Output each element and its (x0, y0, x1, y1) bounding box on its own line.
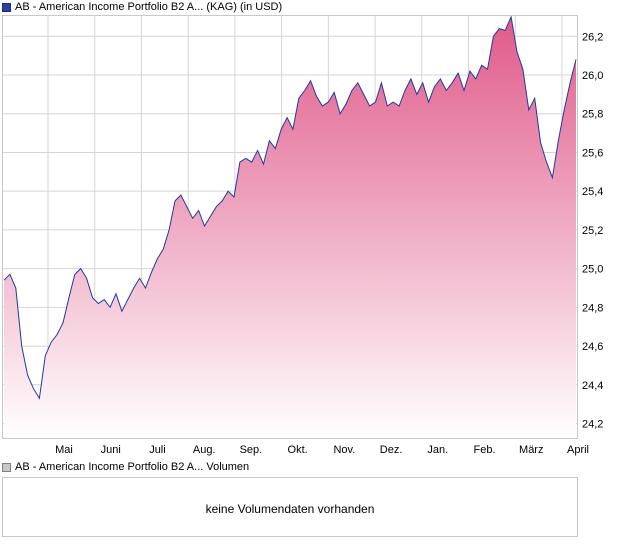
volume-panel: keine Volumendaten vorhanden (2, 477, 578, 537)
x-tick-label: Juli (149, 444, 166, 456)
price-line (3, 15, 577, 400)
x-tick-label: Jan. (427, 444, 448, 456)
price-chart: 24,2 24,4 24,6 24,8 25,0 25,2 25,4 25,6 25,8 26,0… (2, 15, 603, 456)
y-tick-label: 25,8 (582, 109, 603, 121)
price-legend: AB - American Income Portfolio B2 A... (… (2, 0, 282, 14)
plot-frame (2, 15, 578, 439)
y-tick-label: 24,2 (582, 419, 603, 431)
x-tick-label: Juni (101, 444, 121, 456)
y-tick-label: 24,8 (582, 302, 603, 314)
y-tick-label: 24,4 (582, 380, 603, 392)
x-tick-label: Mai (55, 444, 73, 456)
x-tick-label: Feb. (474, 444, 496, 456)
y-tick-label: 26,2 (582, 31, 603, 43)
y-tick-label: 25,4 (582, 186, 603, 198)
y-tick-label: 25,0 (582, 264, 603, 276)
price-legend-label: AB - American Income Portfolio B2 A... (… (15, 1, 283, 13)
x-tick-label: Aug. (193, 444, 216, 456)
y-tick-label: 25,2 (582, 225, 603, 237)
y-tick-label: 24,6 (582, 341, 603, 353)
y-tick-label: 26,0 (582, 70, 603, 82)
volume-legend: AB - American Income Portfolio B2 A... V… (2, 460, 249, 474)
x-tick-label: Nov. (333, 444, 355, 456)
x-tick-label: März (519, 444, 543, 456)
x-tick-label: April (567, 444, 589, 456)
price-series-swatch (2, 2, 11, 12)
x-tick-label: Sep. (240, 444, 263, 456)
volume-legend-label: AB - American Income Portfolio B2 A... V… (15, 461, 250, 473)
volume-empty-message: keine Volumendaten vorhanden (205, 502, 375, 516)
y-tick-label: 25,6 (582, 147, 603, 159)
price-area-fill (4, 16, 576, 440)
x-tick-label: Okt. (288, 444, 308, 456)
x-tick-label: Dez. (380, 444, 403, 456)
volume-series-swatch (2, 462, 11, 472)
